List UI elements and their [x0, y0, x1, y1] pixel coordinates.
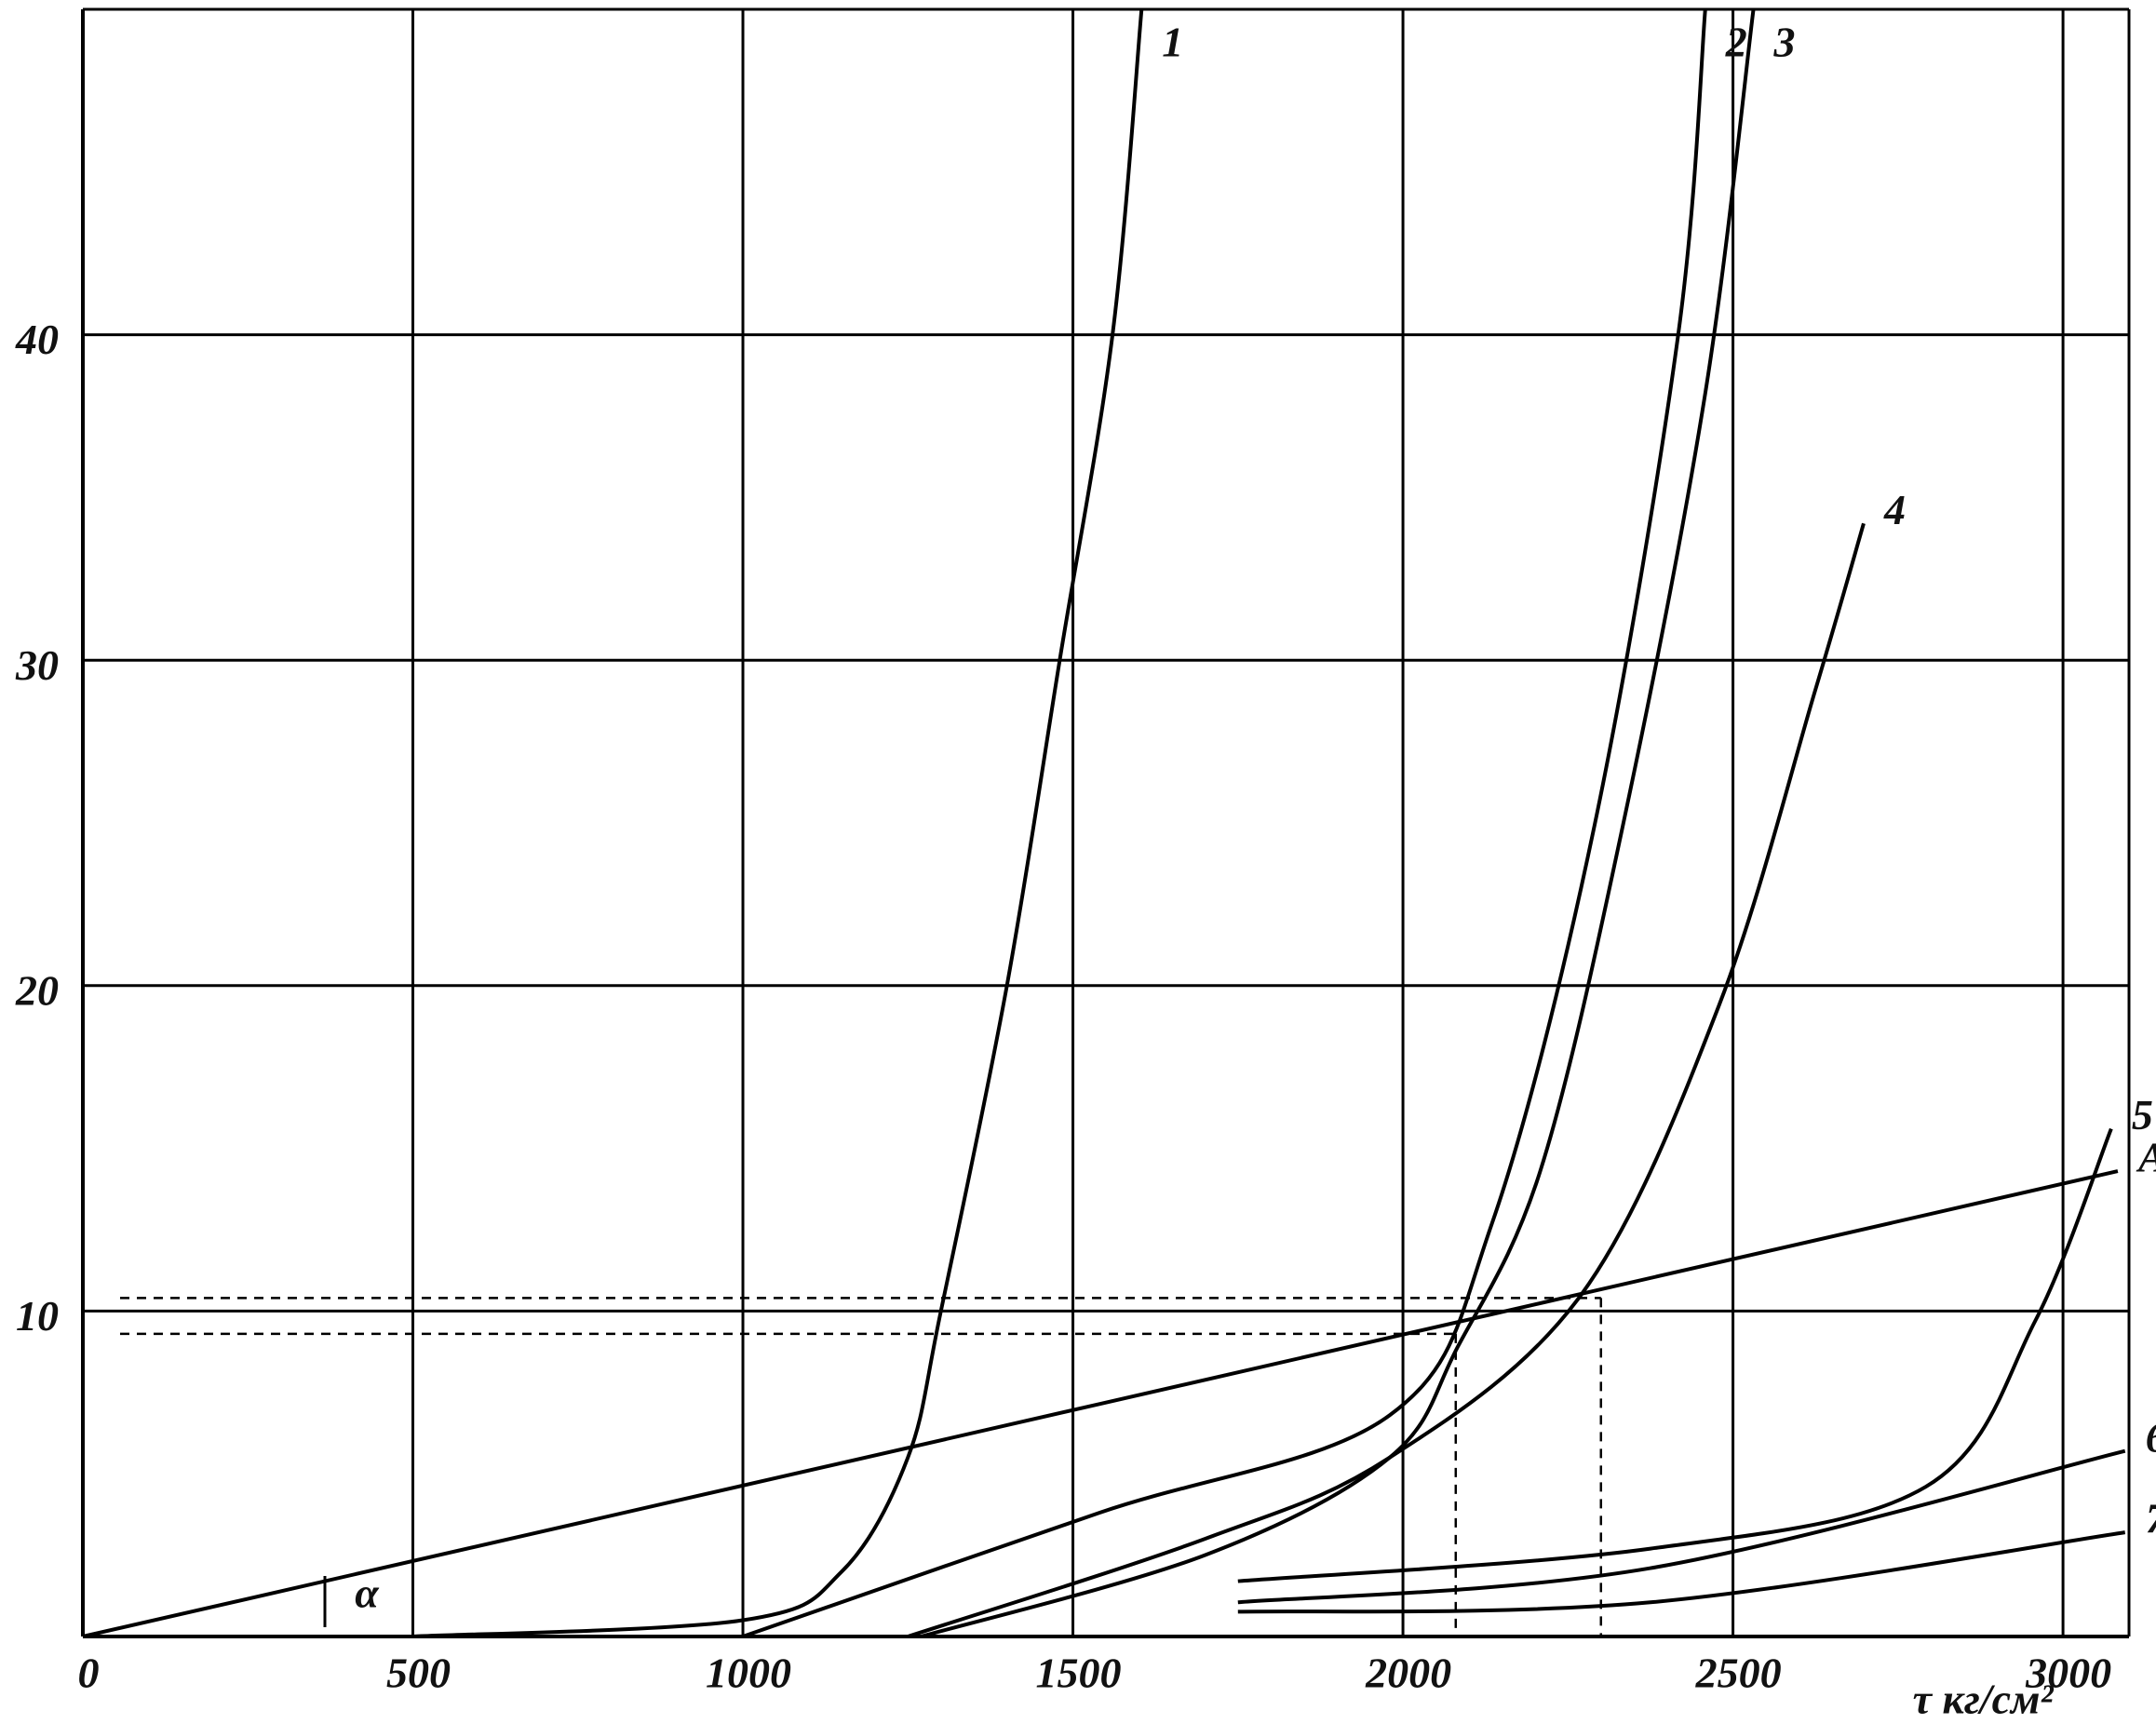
x-tick-label: 2000	[1365, 1650, 1451, 1697]
curve-label: 1	[1162, 19, 1183, 66]
curve-label: 5	[2132, 1091, 2153, 1138]
curve	[907, 522, 1866, 1638]
curve	[742, 8, 1707, 1638]
curve-label: 7	[2146, 1495, 2156, 1542]
curve	[1237, 1127, 2113, 1583]
curve	[1237, 1530, 2126, 1614]
x-tick-label: 2500	[1695, 1650, 1782, 1697]
curve-label: 3	[1773, 19, 1796, 66]
curve-label: 6	[2146, 1413, 2156, 1461]
y-tick-label: 30	[15, 641, 59, 689]
curve	[82, 1169, 2119, 1638]
curve	[920, 8, 1756, 1638]
y-tick-label: 20	[15, 966, 59, 1014]
x-tick-label: 3000	[2025, 1650, 2111, 1697]
x-axis-label: τ кг/см²	[1913, 1676, 2055, 1723]
curve	[412, 8, 1144, 1638]
x-tick-label: 1000	[706, 1650, 791, 1697]
angle-label: α	[355, 1569, 380, 1617]
x-tick-label: 500	[386, 1650, 451, 1697]
x-tick-label: 0	[78, 1650, 100, 1697]
y-tick-label: 40	[15, 316, 59, 363]
curve-label: 2	[1725, 19, 1747, 66]
curve-label: 4	[1883, 486, 1906, 533]
y-tick-label: 10	[16, 1292, 59, 1340]
curve-label: A	[2136, 1134, 2156, 1181]
x-tick-label: 1500	[1036, 1650, 1122, 1697]
curve	[1237, 1448, 2126, 1605]
